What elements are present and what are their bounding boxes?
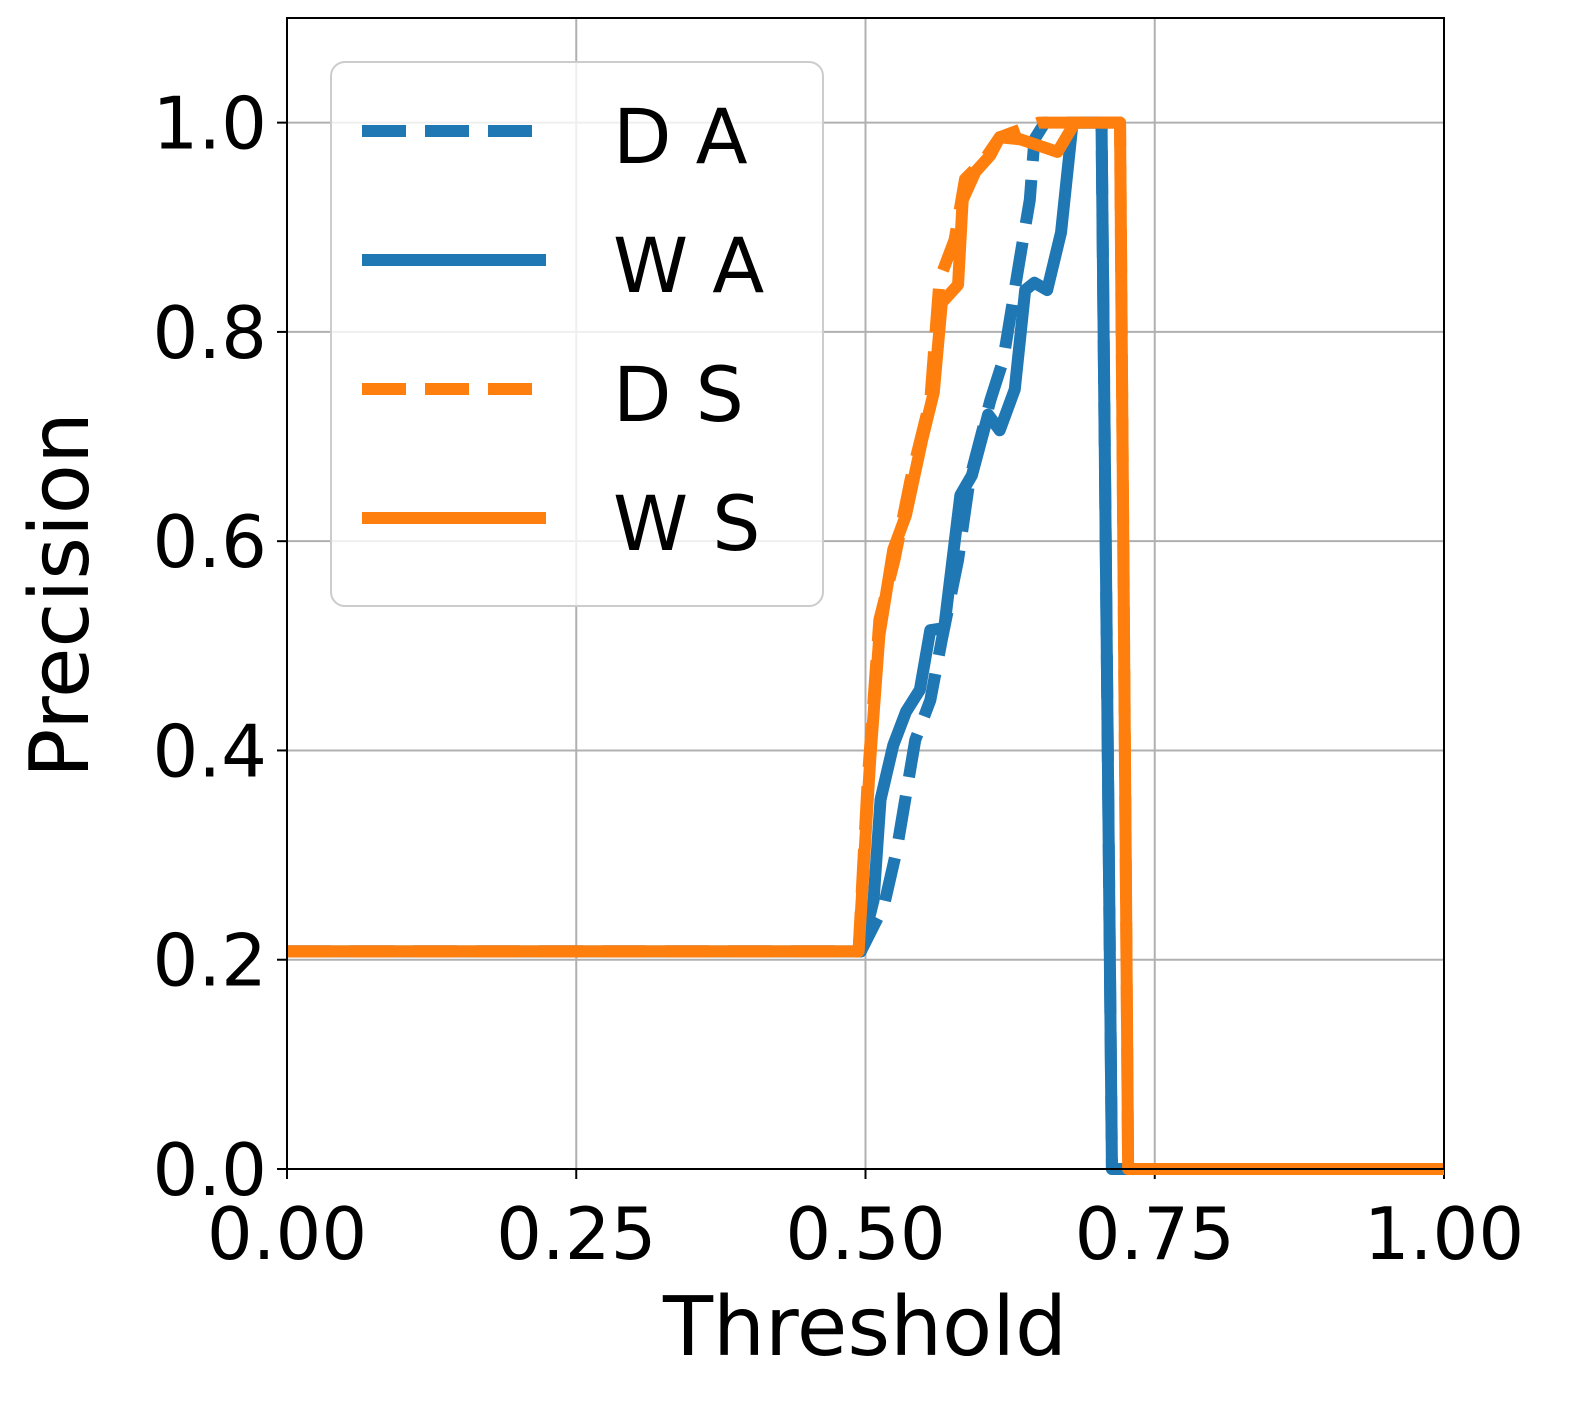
y-tick-label: 0.6 bbox=[152, 500, 267, 584]
legend: D A W A D S W S bbox=[330, 61, 824, 607]
x-tick-label: 0.00 bbox=[207, 1192, 367, 1276]
y-tick-label: 0.0 bbox=[152, 1128, 267, 1212]
x-tick-label: 0.75 bbox=[1075, 1192, 1235, 1276]
legend-label: W S bbox=[613, 479, 761, 568]
x-tick-label: 1.00 bbox=[1364, 1192, 1524, 1276]
x-tick-label: 0.50 bbox=[785, 1192, 945, 1276]
x-tick-label: 0.25 bbox=[496, 1192, 656, 1276]
legend-label: D S bbox=[613, 350, 744, 439]
series-line bbox=[287, 116, 1444, 1175]
plot-frame bbox=[286, 17, 1445, 1170]
y-tick-label: 0.8 bbox=[152, 291, 267, 375]
x-axis-label: Threshold bbox=[662, 1280, 1067, 1375]
series-line bbox=[287, 116, 1444, 1175]
y-tick-label: 0.2 bbox=[152, 919, 267, 1003]
y-axis-label: Precision bbox=[13, 412, 108, 778]
y-tick-label: 1.0 bbox=[152, 82, 267, 166]
legend-label: W A bbox=[613, 221, 764, 310]
y-tick-label: 0.4 bbox=[152, 709, 267, 793]
legend-box bbox=[330, 61, 824, 607]
legend-label: D A bbox=[613, 92, 748, 181]
